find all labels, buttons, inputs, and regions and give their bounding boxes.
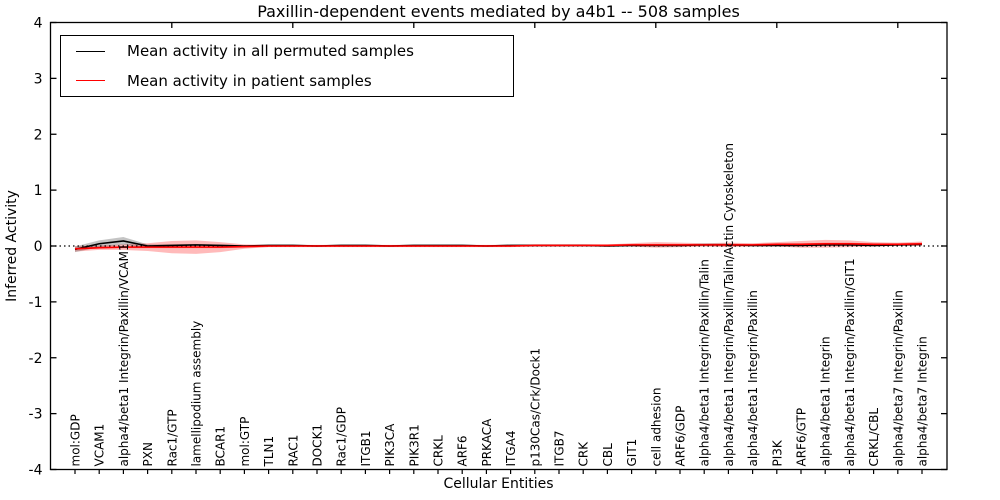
x-tick-label: ARF6/GDP (674, 406, 688, 467)
x-tick-label: TLN1 (262, 436, 276, 468)
x-tick-label: alpha4/beta1 Integrin/Paxillin/VCAM1 (117, 243, 131, 466)
y-tick-label: -4 (29, 463, 43, 479)
x-tick-label: cell adhesion (649, 388, 663, 467)
y-tick-label: 3 (34, 71, 43, 87)
x-tick-label: BCAR1 (214, 426, 228, 467)
y-tick-label: -1 (29, 295, 43, 311)
x-tick-label: lamellipodium assembly (190, 321, 204, 467)
x-tick-label: ITGB1 (359, 430, 373, 466)
x-tick-label: alpha4/beta1 Integrin/Paxillin/GIT1 (843, 258, 857, 466)
x-tick-label: Rac1/GDP (335, 407, 349, 466)
chart-title: Paxillin-dependent events mediated by a4… (257, 2, 740, 21)
legend-label-patient: Mean activity in patient samples (127, 71, 372, 90)
legend-box: Mean activity in all permuted samples Me… (60, 35, 514, 97)
x-tick-label: alpha4/beta7 Integrin/Paxillin (891, 290, 905, 466)
y-tick-label: -2 (29, 351, 43, 367)
x-tick-label: alpha4/beta7 Integrin (916, 336, 930, 466)
x-tick-label: mol:GDP (69, 414, 83, 466)
y-tick-label: 1 (34, 183, 43, 199)
x-tick-label: alpha4/beta1 Integrin/Paxillin/Talin/Act… (722, 143, 736, 466)
x-tick-label: PIK3R1 (407, 424, 421, 466)
patient-variance-band (75, 239, 922, 254)
x-tick-label: CRK (577, 441, 591, 467)
x-tick-label: PXN (141, 442, 155, 466)
x-tick-label: VCAM1 (93, 424, 107, 467)
y-tick-label: 2 (34, 127, 43, 143)
x-tick-label: mol:GTP (238, 417, 252, 467)
permuted-line-swatch (76, 50, 105, 52)
x-tick-label: alpha4/beta1 Integrin/Paxillin/Talin (698, 259, 712, 466)
x-tick-label: alpha4/beta1 Integrin/Paxillin (746, 290, 760, 466)
x-tick-label: PI3K (770, 439, 784, 466)
x-tick-label: PRKACA (480, 418, 494, 467)
x-tick-label: ITGB7 (553, 430, 567, 466)
x-tick-label: PIK3CA (383, 423, 397, 467)
x-tick-label: CBL (601, 443, 615, 467)
x-tick-label: p130Cas/Crk/Dock1 (528, 348, 542, 467)
x-tick-label: alpha4/beta1 Integrin (819, 336, 833, 466)
x-tick-label: ITGA4 (504, 430, 518, 466)
x-tick-label: ARF6 (456, 435, 470, 466)
y-tick-label: 4 (34, 16, 43, 32)
x-tick-label: DOCK1 (311, 424, 325, 467)
x-tick-label: CRKL/CBL (867, 408, 881, 467)
y-tick-label: -3 (29, 407, 43, 423)
y-axis-label: Inferred Activity (4, 190, 20, 302)
legend-item-permuted: Mean activity in all permuted samples (61, 37, 513, 66)
x-tick-label: CRKL (432, 435, 446, 467)
legend-item-patient: Mean activity in patient samples (61, 66, 513, 95)
legend-label-permuted: Mean activity in all permuted samples (127, 42, 414, 61)
y-tick-label: 0 (34, 239, 43, 255)
patient-mean-line (74, 242, 923, 250)
patient-line-swatch (76, 80, 105, 82)
x-tick-label: ARF6/GTP (795, 408, 809, 467)
x-axis-label: Cellular Entities (443, 476, 554, 492)
x-tick-label: Rac1/GTP (165, 409, 179, 466)
x-tick-label: RAC1 (286, 435, 300, 467)
x-tick-label: GIT1 (625, 439, 639, 467)
